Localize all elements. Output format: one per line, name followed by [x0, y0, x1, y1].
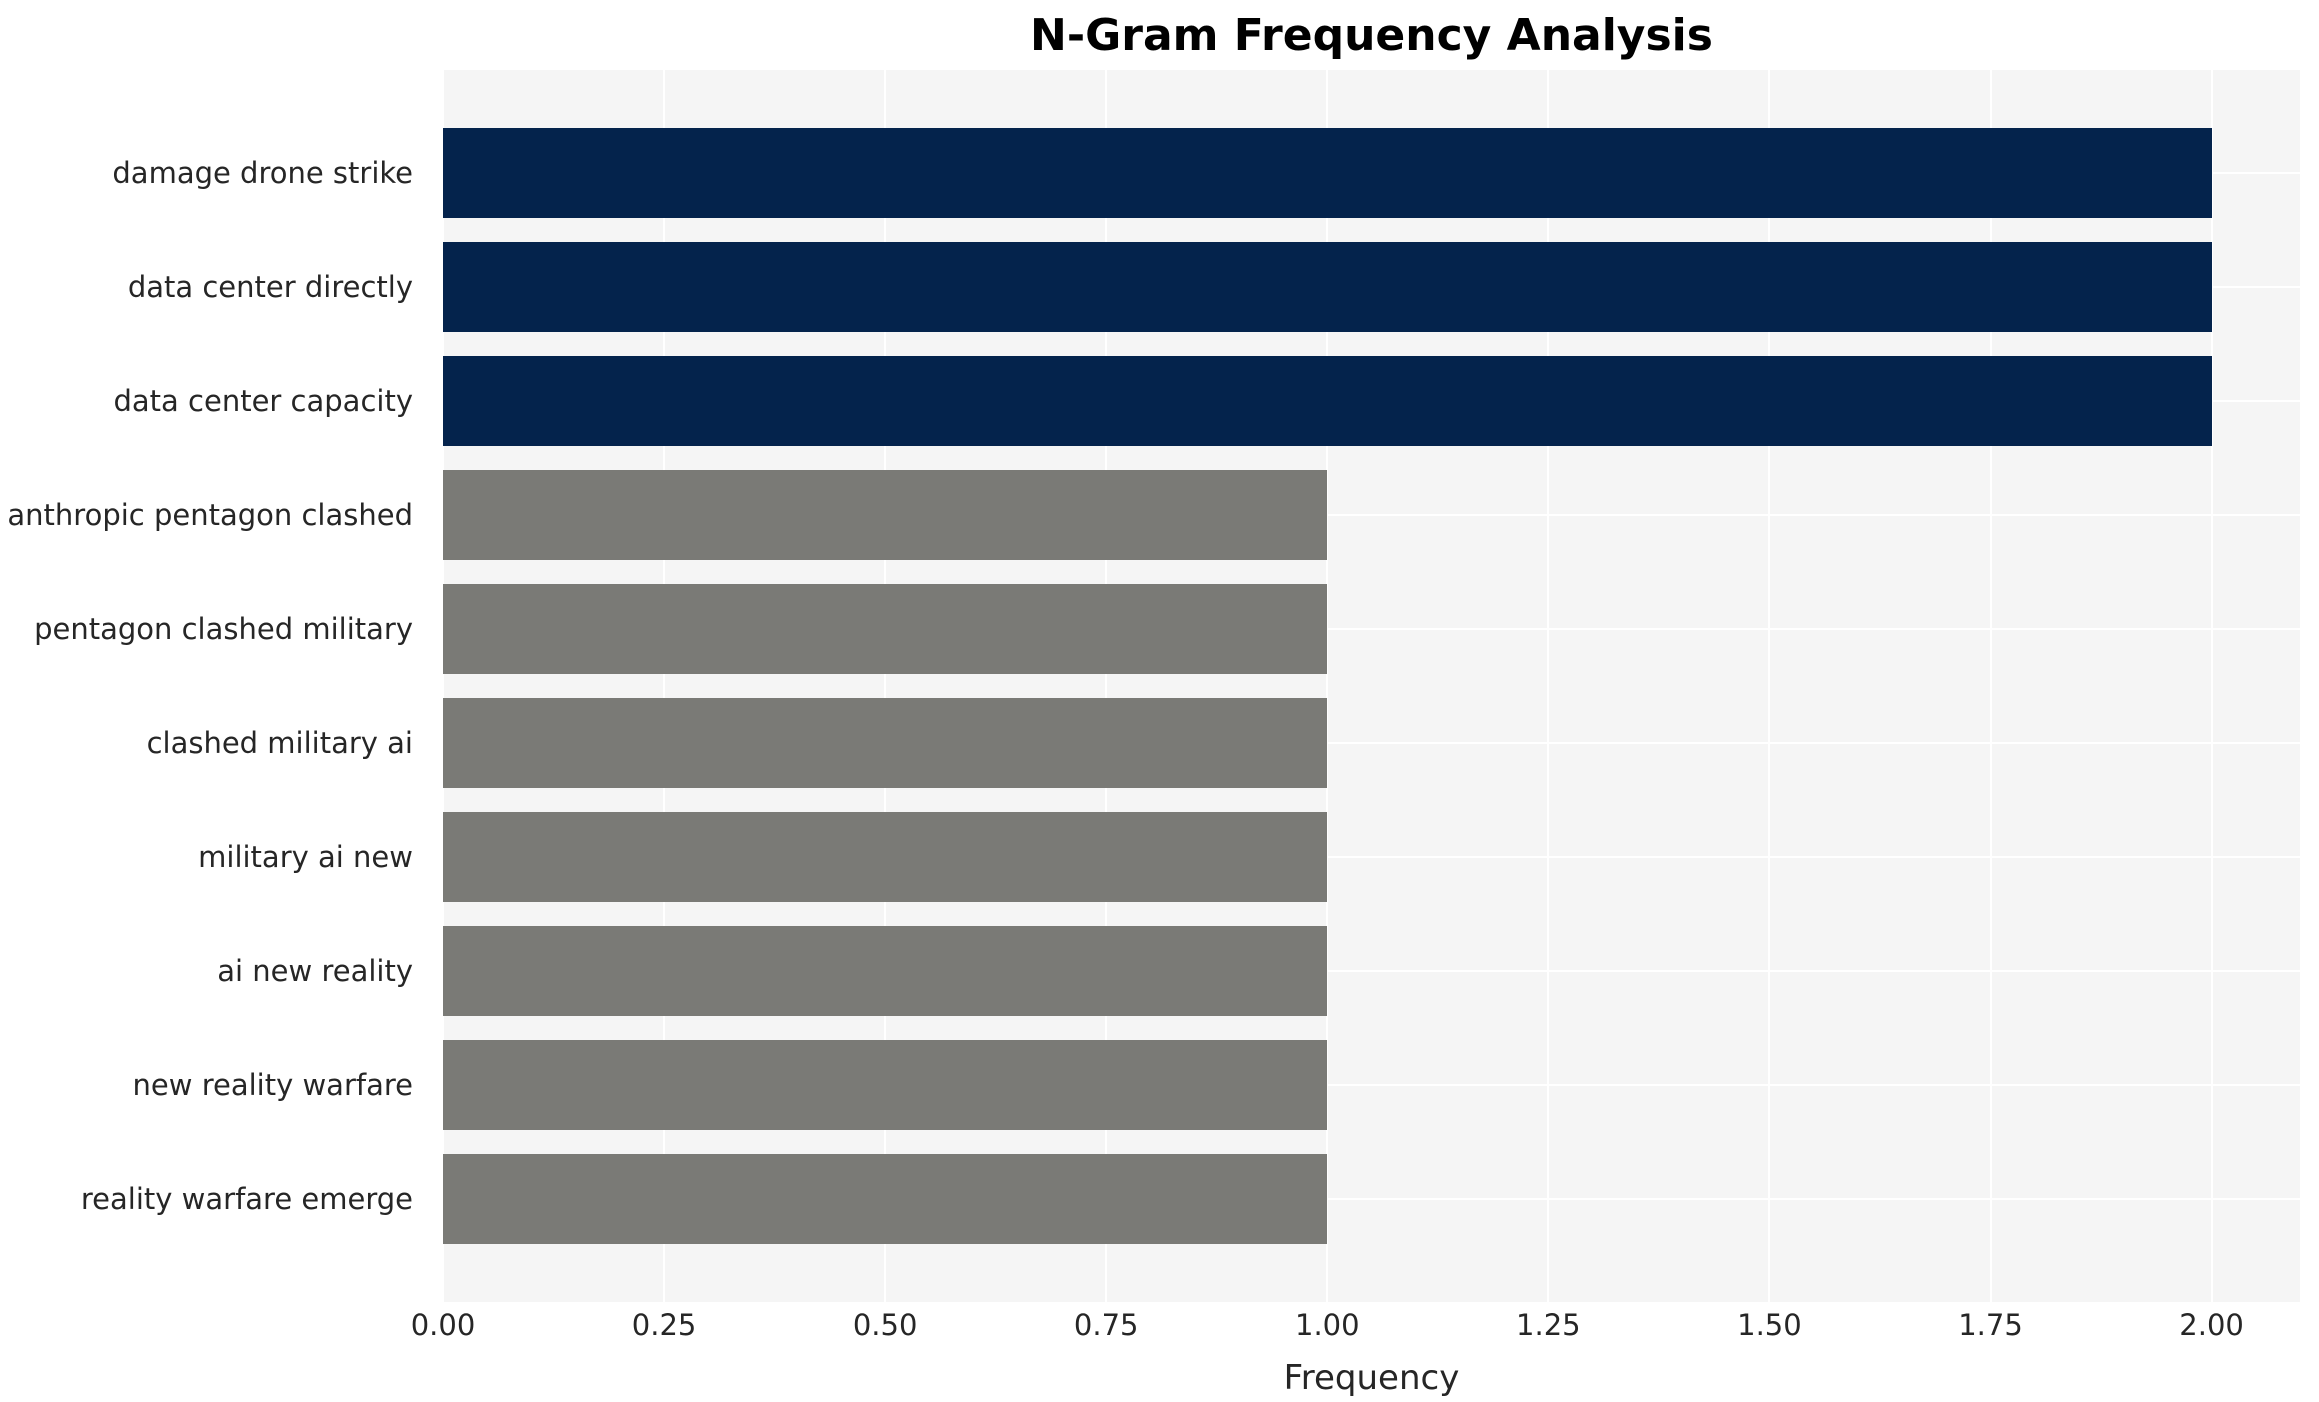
bar: [443, 470, 1328, 560]
x-tick-label: 2.00: [2179, 1308, 2244, 1342]
category-label: pentagon clashed military: [34, 612, 413, 646]
x-tick-label: 0.25: [631, 1308, 697, 1342]
plot-area: [442, 70, 2300, 1302]
h-gridline: [443, 628, 2300, 630]
bar: [443, 698, 1328, 788]
x-tick-label: 1.25: [1516, 1308, 1581, 1342]
v-gridline: [1547, 70, 1550, 1302]
h-gridline: [443, 1084, 2300, 1086]
v-gridline: [1989, 70, 1992, 1302]
category-label: clashed military ai: [146, 726, 413, 760]
x-axis-ticks: 0.00 0.25 0.50 0.75 1.00 1.25 1.50 1.75 2.00: [411, 1308, 2300, 1346]
y-axis-labels: damage drone strike data center directly d…: [0, 70, 428, 1302]
category-label: ai new reality: [217, 954, 413, 988]
v-gridline: [442, 70, 444, 1302]
bar: [443, 812, 1328, 902]
chart-title: N-Gram Frequency Analysis: [1030, 10, 1713, 61]
category-label: damage drone strike: [112, 156, 413, 190]
category-label: data center capacity: [113, 384, 414, 418]
category-label: data center directly: [127, 270, 413, 304]
bar: [443, 242, 2212, 332]
v-gridline: [1105, 70, 1108, 1302]
x-tick-label: 0.50: [852, 1308, 918, 1342]
h-gridline: [443, 856, 2300, 858]
v-gridline: [1768, 70, 1771, 1302]
bar: [443, 1040, 1328, 1130]
bar: [443, 356, 2212, 446]
v-gridline: [1326, 70, 1329, 1302]
x-tick-label: 1.00: [1294, 1308, 1360, 1342]
category-label: reality warfare emerge: [80, 1182, 413, 1216]
x-tick-label: 0.00: [410, 1308, 476, 1342]
bar: [443, 584, 1328, 674]
x-tick-label: 1.50: [1737, 1308, 1802, 1342]
bar: [443, 1154, 1328, 1244]
bar: [443, 128, 2212, 218]
x-tick-label: 1.75: [1958, 1308, 2023, 1342]
v-gridline: [2210, 70, 2213, 1302]
h-gridline: [443, 742, 2300, 744]
h-gridline: [443, 514, 2300, 516]
bar: [443, 926, 1328, 1016]
x-axis-label: Frequency: [1283, 1358, 1460, 1398]
h-gridline: [443, 1198, 2300, 1200]
category-label: new reality warfare: [132, 1068, 413, 1102]
h-gridline: [443, 970, 2300, 972]
category-label: anthropic pentagon clashed: [7, 498, 413, 532]
v-gridline: [884, 70, 887, 1302]
x-tick-label: 0.75: [1073, 1308, 1139, 1342]
category-label: military ai new: [198, 840, 413, 874]
v-gridline: [663, 70, 666, 1302]
